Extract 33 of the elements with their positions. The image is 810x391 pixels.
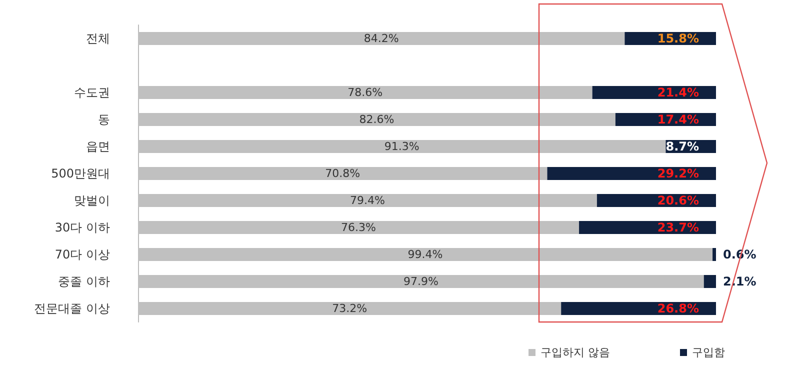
data-label: 97.9% <box>403 275 438 288</box>
data-label: 82.6% <box>359 113 394 126</box>
y-tick-label: 전문대졸 이상 <box>34 302 110 316</box>
data-label: 15.8% <box>657 32 699 46</box>
y-tick-label: 중졸 이하 <box>58 274 110 288</box>
data-label: 29.2% <box>657 166 699 180</box>
data-label: 78.6% <box>348 86 383 99</box>
data-label: 17.4% <box>657 112 699 126</box>
data-label: 23.7% <box>657 220 699 234</box>
legend-label: 구입하지 않음 <box>540 346 610 359</box>
data-label: 8.7% <box>666 140 699 154</box>
data-label: 21.4% <box>657 86 699 100</box>
data-label: 73.2% <box>332 302 368 315</box>
bar <box>704 275 716 288</box>
y-tick-label: 70다 이상 <box>54 248 110 262</box>
data-label: 84.2% <box>364 32 399 45</box>
data-label: 70.8% <box>325 167 360 180</box>
y-tick-label: 500만원대 <box>51 166 110 180</box>
data-label: 26.8% <box>657 302 699 316</box>
data-label: 79.4% <box>350 194 385 207</box>
data-label: 76.3% <box>341 221 376 234</box>
y-tick-label: 맞벌이 <box>74 194 110 208</box>
data-label: 91.3% <box>384 140 420 153</box>
y-tick-label: 수도권 <box>74 86 110 100</box>
legend-label: 구입함 <box>692 346 725 359</box>
y-tick-label: 동 <box>98 112 110 126</box>
y-tick-label: 30다 이하 <box>54 220 110 234</box>
data-label: 20.6% <box>657 194 699 208</box>
data-label: 99.4% <box>408 248 443 261</box>
y-tick-label: 전체 <box>86 32 110 46</box>
y-tick-label: 읍면 <box>86 140 110 154</box>
bar <box>547 167 716 180</box>
bar <box>712 248 716 261</box>
